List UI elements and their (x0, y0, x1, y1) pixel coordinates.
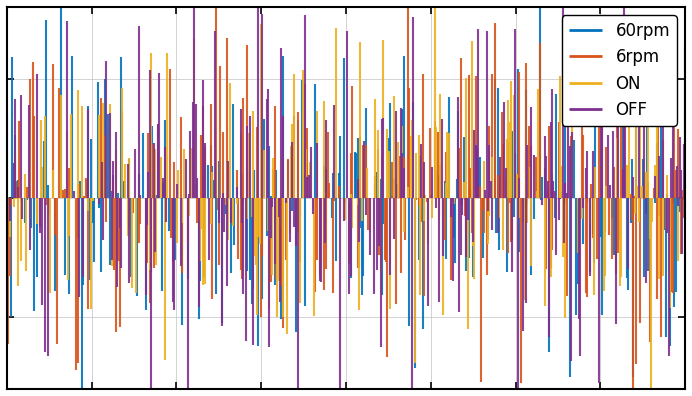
Legend: 60rpm, 6rpm, ON, OFF: 60rpm, 6rpm, ON, OFF (562, 15, 677, 126)
